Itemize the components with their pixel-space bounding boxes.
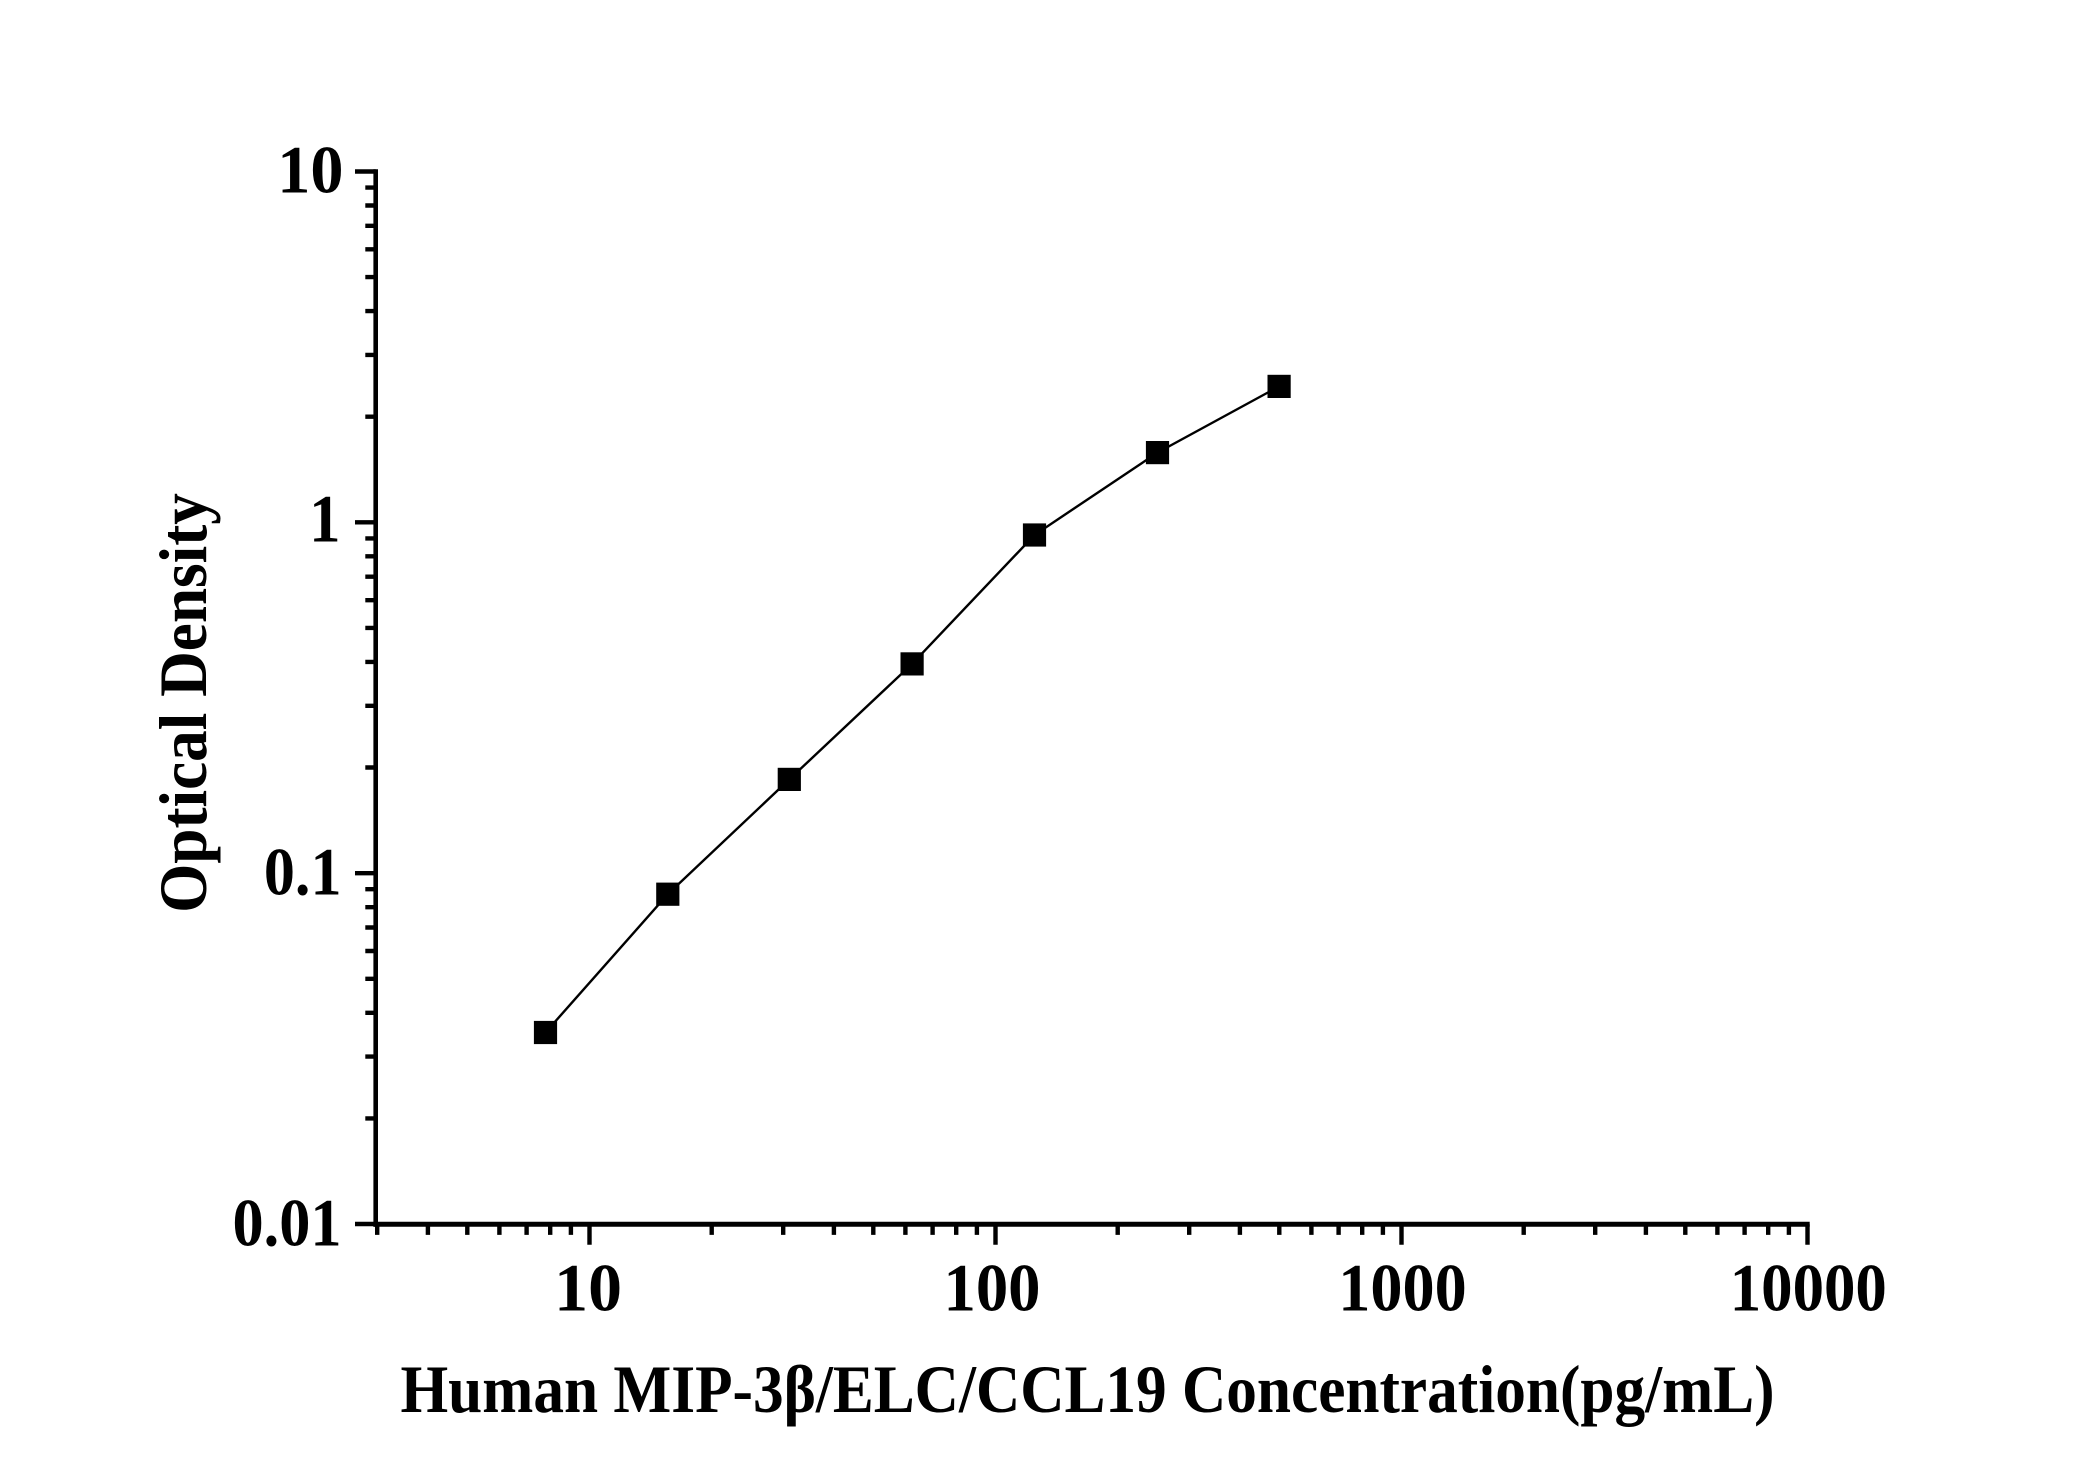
svg-text:10000: 10000 — [1730, 1251, 1887, 1326]
svg-text:0.01: 0.01 — [233, 1185, 342, 1260]
svg-text:Human MIP-3β/ELC/CCL19 Concent: Human MIP-3β/ELC/CCL19 Concentration(pg/… — [401, 1352, 1775, 1427]
svg-text:100: 100 — [944, 1251, 1041, 1326]
svg-text:Optical Density: Optical Density — [146, 493, 221, 913]
svg-text:10: 10 — [277, 132, 343, 207]
svg-text:1: 1 — [309, 482, 340, 557]
svg-text:0.1: 0.1 — [264, 835, 342, 910]
svg-text:1000: 1000 — [1338, 1251, 1466, 1326]
svg-text:10: 10 — [554, 1251, 622, 1326]
